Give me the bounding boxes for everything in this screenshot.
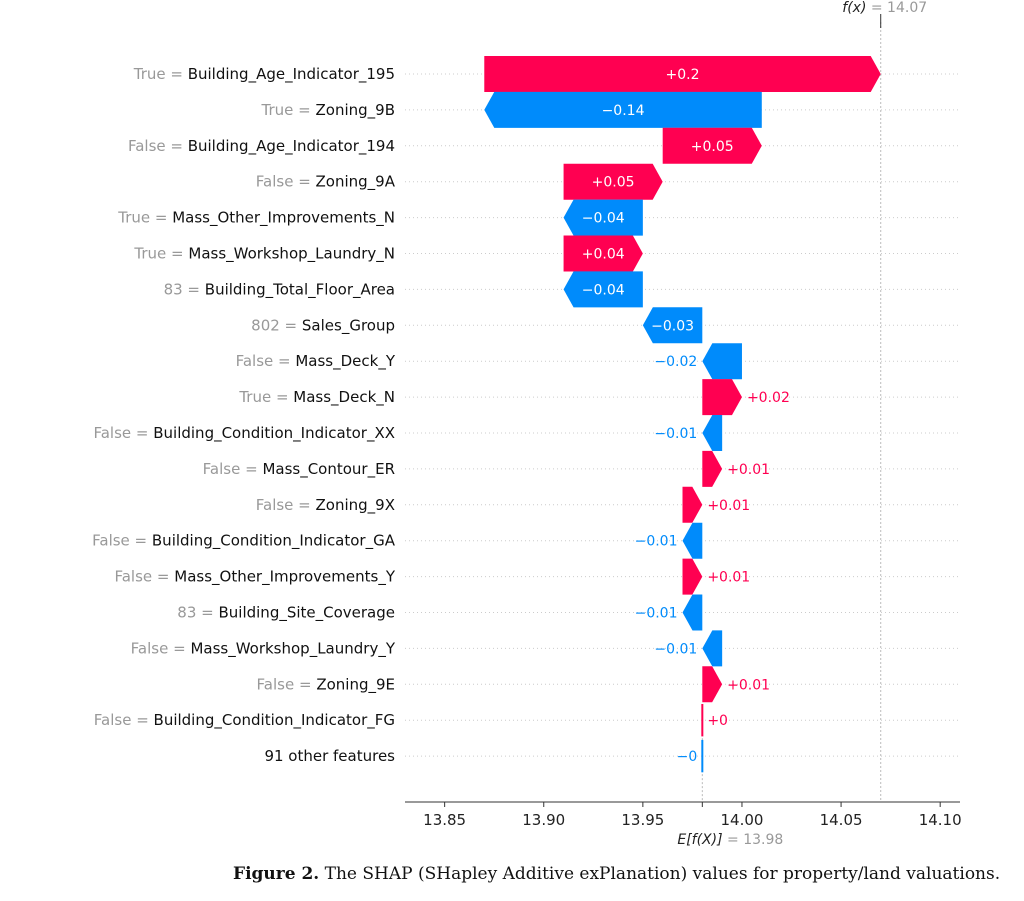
feature-bar [682,522,703,559]
feature-bar [563,199,643,236]
bar-value-label: +0.01 [707,498,750,514]
feature-label: True = Zoning_9B [261,101,395,120]
feature-label: True = Mass_Other_Improvements_N [117,209,395,228]
bar-value-label: −0.03 [651,318,694,334]
bar-value-label: +0.01 [707,570,750,586]
feature-bar [702,415,723,451]
bar-value-label: +0.01 [727,677,770,693]
bar-value-label: −0.01 [635,534,678,550]
bar-value-label: −0.01 [654,641,697,657]
feature-label: False = Building_Condition_Indicator_FG [94,711,395,730]
feature-label: False = Mass_Deck_Y [236,352,396,371]
feature-label: True = Building_Age_Indicator_195 [133,65,395,84]
feature-bar [702,343,742,380]
feature-bar [702,630,723,667]
feature-label: False = Building_Condition_Indicator_XX [93,424,395,443]
feature-bar [701,739,704,773]
expected-value-label: E[f(X)] = 13.98 [677,832,783,848]
feature-bar [642,307,703,344]
caption-label: Figure 2. [233,864,320,884]
bar-value-label: −0.04 [582,282,625,298]
x-tick-label: 14.05 [820,811,863,829]
bar-value-label: +0.05 [691,139,734,155]
feature-label: True = Mass_Workshop_Laundry_N [133,245,395,264]
x-tick-label: 13.95 [621,811,664,829]
x-tick-label: 13.90 [522,811,565,829]
feature-label: 91 other features [264,747,395,765]
feature-bar [563,235,643,272]
feature-bar [682,486,703,523]
feature-bar [484,91,762,128]
feature-bar [563,271,643,308]
bar-value-label: +0.02 [747,390,790,406]
feature-label: 83 = Building_Site_Coverage [177,604,395,623]
bar-value-label: −0.02 [654,354,697,370]
feature-bar [702,666,723,703]
feature-label: False = Building_Condition_Indicator_GA [92,532,396,551]
feature-label: False = Mass_Other_Improvements_Y [114,568,395,587]
figure-caption: Figure 2. The SHAP (SHapley Additive exP… [233,864,1018,884]
feature-label: 802 = Sales_Group [251,316,395,335]
x-tick-label: 13.85 [423,811,466,829]
feature-bar [682,594,703,631]
bar-value-label: −0.01 [654,426,697,442]
feature-bar [702,450,723,487]
feature-bar [702,379,742,416]
feature-label: False = Zoning_9E [257,675,395,694]
feature-label: False = Building_Age_Indicator_194 [128,137,395,156]
feature-bar [682,558,703,595]
bar-value-label: +0.05 [592,175,635,191]
feature-label: True = Mass_Deck_N [238,388,395,407]
feature-bar [662,127,762,164]
feature-label: 83 = Building_Total_Floor_Area [164,280,395,299]
bar-value-label: −0.14 [602,103,645,119]
x-tick-label: 14.00 [720,811,763,829]
feature-label: False = Zoning_9A [256,173,396,192]
feature-bar [701,704,704,737]
feature-label: False = Zoning_9X [256,496,395,515]
bar-value-label: −0.04 [582,211,625,227]
bar-value-label: −0.01 [635,606,678,622]
x-tick-label: 14.10 [919,811,962,829]
bar-value-label: +0 [707,713,728,729]
bar-value-label: +0.04 [582,247,625,263]
feature-label: False = Mass_Contour_ER [203,460,395,479]
feature-bar [484,56,881,92]
bar-value-label: +0.01 [727,462,770,478]
bar-value-label: +0.2 [666,67,700,83]
feature-bar [563,163,663,200]
caption-text: The SHAP (SHapley Additive exPlanation) … [324,864,1001,884]
bar-value-label: −0 [677,749,698,765]
shap-waterfall-chart: f(x) = 14.07 +0.2 True = Building_Age_Indi… [92,0,962,848]
feature-label: False = Mass_Workshop_Laundry_Y [131,639,396,658]
fx-label: f(x) = 14.07 [842,0,927,16]
